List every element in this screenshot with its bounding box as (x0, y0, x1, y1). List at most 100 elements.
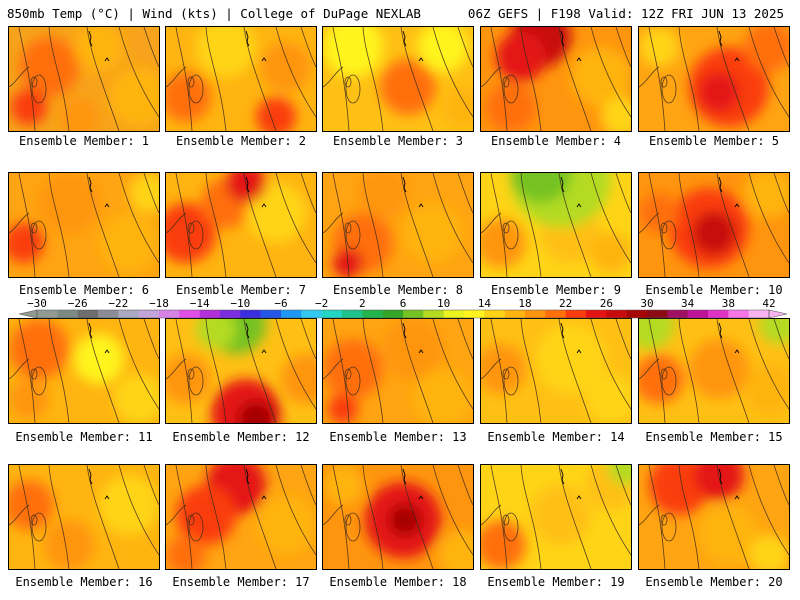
colorbar-swatch (667, 310, 688, 318)
ensemble-member-map (165, 318, 317, 424)
ensemble-member-label: Ensemble Member: 12 (172, 430, 310, 444)
ensemble-member-label: Ensemble Member: 7 (175, 283, 307, 297)
colorbar-swatch (342, 310, 363, 318)
ensemble-member-label: Ensemble Member: 14 (487, 430, 625, 444)
colorbar-swatch (220, 310, 241, 318)
colorbar-tick-label: 14 (478, 297, 492, 310)
ensemble-member-map (638, 464, 790, 570)
colorbar-tick-label: −30 (27, 297, 47, 310)
colorbar-tick-label: −18 (149, 297, 169, 310)
colorbar-swatch (118, 310, 139, 318)
ensemble-member-label: Ensemble Member: 19 (487, 575, 625, 589)
ensemble-member-map (165, 26, 317, 132)
colorbar-swatch (423, 310, 444, 318)
colorbar-swatch (138, 310, 160, 318)
ensemble-member-map (8, 464, 160, 570)
ensemble-member-map (322, 26, 474, 132)
ensemble-member-label: Ensemble Member: 3 (332, 134, 464, 148)
colorbar-swatch (606, 310, 627, 318)
ensemble-member-label: Ensemble Member: 8 (332, 283, 464, 297)
model-run-info: 06Z GEFS | F198 Valid: 12Z FRI JUN 13 20… (467, 6, 784, 21)
colorbar-swatch (464, 310, 485, 318)
ensemble-member-map (322, 318, 474, 424)
colorbar-tick-label: 18 (518, 297, 531, 310)
ensemble-member-label: Ensemble Member: 6 (18, 283, 150, 297)
colorbar-swatch (260, 310, 282, 318)
ensemble-member-map (480, 464, 632, 570)
colorbar-swatch (98, 310, 119, 318)
temperature-colorbar: −30 −26 −22 −18 −14 −10 −6 −2 2 6 10 14 18 22 26 30 34 38… (18, 297, 788, 319)
colorbar-swatch (240, 310, 261, 318)
colorbar-swatch (728, 310, 749, 318)
colorbar-tick-label: −14 (190, 297, 210, 310)
colorbar-swatch (647, 310, 668, 318)
colorbar-tick-label: −2 (315, 297, 328, 310)
ensemble-member-label: Ensemble Member: 10 (645, 283, 783, 297)
ensemble-member-label: Ensemble Member: 13 (329, 430, 467, 444)
colorbar-swatch (504, 310, 526, 318)
ensemble-member-label: Ensemble Member: 1 (18, 134, 150, 148)
ensemble-member-map (8, 26, 160, 132)
colorbar-swatch (199, 310, 221, 318)
colorbar-tick-label: 22 (559, 297, 572, 310)
colorbar-swatch (403, 310, 424, 318)
ensemble-member-label: Ensemble Member: 15 (645, 430, 783, 444)
colorbar-tick-label: 6 (400, 297, 407, 310)
colorbar-swatch (37, 310, 58, 318)
colorbar-tick-label: 34 (681, 297, 695, 310)
ensemble-member-label: Ensemble Member: 2 (175, 134, 307, 148)
ensemble-member-label: Ensemble Member: 9 (490, 283, 622, 297)
ensemble-member-map (165, 172, 317, 278)
colorbar-swatch (525, 310, 546, 318)
ensemble-member-map (165, 464, 317, 570)
ensemble-member-label: Ensemble Member: 20 (645, 575, 783, 589)
colorbar-swatch (179, 310, 200, 318)
ensemble-member-label: Ensemble Member: 5 (648, 134, 780, 148)
colorbar-swatch (484, 310, 505, 318)
colorbar-swatch (708, 310, 729, 318)
ensemble-member-label: Ensemble Member: 11 (15, 430, 153, 444)
ensemble-member-label: Ensemble Member: 16 (15, 575, 153, 589)
ensemble-member-map (322, 172, 474, 278)
ensemble-member-label: Ensemble Member: 4 (490, 134, 622, 148)
colorbar-tick-label: 10 (437, 297, 450, 310)
ensemble-member-map (480, 26, 632, 132)
ensemble-member-map (8, 318, 160, 424)
colorbar-swatch (159, 310, 180, 318)
colorbar-swatch (301, 310, 322, 318)
ensemble-member-map (638, 318, 790, 424)
ensemble-member-map (638, 26, 790, 132)
colorbar-tick-label: −22 (108, 297, 128, 310)
colorbar-min-arrow (18, 309, 38, 319)
ensemble-member-map (638, 172, 790, 278)
ensemble-member-label: Ensemble Member: 18 (329, 575, 467, 589)
ensemble-member-label: Ensemble Member: 17 (172, 575, 310, 589)
colorbar-max-arrow (768, 309, 788, 319)
colorbar-tick-label: −26 (68, 297, 88, 310)
colorbar-swatch (748, 310, 770, 318)
ensemble-member-map (322, 464, 474, 570)
colorbar-swatch (362, 310, 383, 318)
ensemble-member-map (8, 172, 160, 278)
colorbar-swatch (545, 310, 566, 318)
colorbar-swatch (687, 310, 709, 318)
colorbar-swatch (281, 310, 302, 318)
colorbar-tick-label: 30 (640, 297, 653, 310)
colorbar-swatch (586, 310, 607, 318)
colorbar-tick-label: 38 (722, 297, 735, 310)
colorbar-swatch (565, 310, 587, 318)
colorbar-tick-label: 2 (359, 297, 366, 310)
map-title: 850mb Temp (°C) | Wind (kts) | College o… (7, 6, 421, 21)
colorbar-tick-label: −6 (274, 297, 287, 310)
ensemble-member-map (480, 172, 632, 278)
ensemble-member-map (480, 318, 632, 424)
colorbar-swatch (57, 310, 78, 318)
colorbar-swatch (321, 310, 343, 318)
colorbar-swatch (77, 310, 99, 318)
colorbar-swatch (443, 310, 465, 318)
colorbar-tick-label: 26 (600, 297, 613, 310)
colorbar-tick-label: −10 (230, 297, 250, 310)
colorbar-swatch (382, 310, 404, 318)
colorbar-swatch (626, 310, 648, 318)
colorbar-tick-label: 42 (762, 297, 775, 310)
